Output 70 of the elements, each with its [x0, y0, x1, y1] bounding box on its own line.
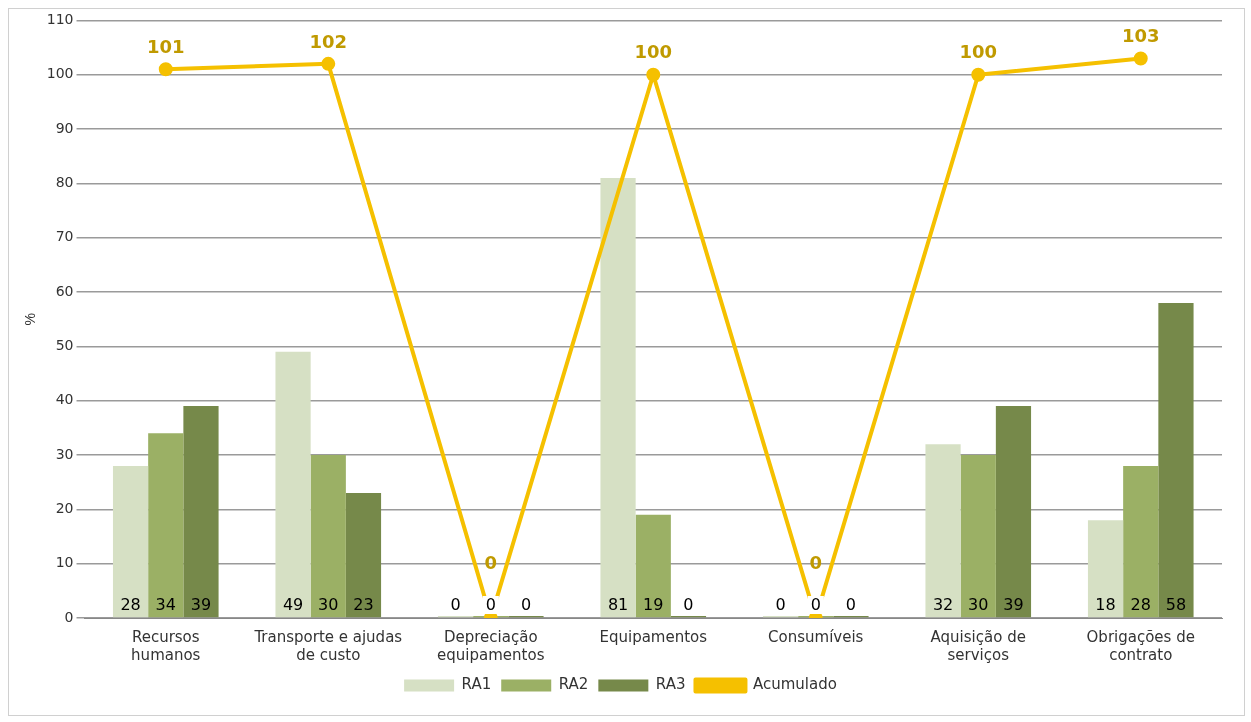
bar — [925, 444, 961, 618]
bar — [112, 465, 149, 618]
y-tick-label: 90 — [55, 119, 74, 136]
data-label: 30 — [318, 595, 339, 615]
data-label: 0 — [484, 551, 498, 573]
data-label: 23 — [353, 595, 374, 615]
data-label: 30 — [968, 595, 989, 615]
point — [158, 62, 173, 77]
bar — [310, 455, 346, 618]
data-label: 58 — [1165, 595, 1187, 615]
legend-label: RA1 — [461, 675, 492, 694]
point — [971, 67, 986, 82]
data-label: 39 — [190, 595, 212, 615]
x-tick-label: Obrigações de contrato — [1086, 627, 1195, 664]
y-tick-label: 50 — [55, 337, 74, 353]
y-tick-label: 100 — [46, 65, 74, 82]
y-tick-label: 30 — [55, 445, 74, 462]
legend-label: RA3 — [655, 675, 686, 694]
data-label: 19 — [643, 595, 664, 615]
point — [646, 67, 661, 82]
bar — [635, 514, 671, 618]
bar — [345, 493, 382, 618]
bar — [1123, 465, 1159, 618]
data-label: 39 — [1003, 595, 1024, 615]
data-label: 100 — [959, 41, 998, 63]
x-tick-label: Depreciação equipamentos — [437, 627, 545, 664]
bar — [275, 351, 311, 618]
point — [1133, 51, 1148, 66]
bar — [1158, 302, 1194, 618]
bar — [183, 406, 219, 618]
y-tick-label: 80 — [55, 174, 74, 191]
x-tick-label: Aquisição de serviços — [930, 627, 1026, 664]
bar — [960, 455, 996, 618]
data-label: 100 — [634, 41, 673, 63]
x-tick-label: Consumíveis — [768, 627, 864, 646]
data-label: 0 — [683, 595, 694, 615]
bar — [995, 406, 1032, 618]
data-label: 0 — [845, 595, 857, 615]
data-label: 32 — [932, 595, 954, 615]
y-tick-label: 110 — [46, 11, 74, 28]
x-tick-label: Transporte e ajudas de custo — [253, 627, 403, 664]
data-label: 18 — [1095, 595, 1116, 615]
x-tick-label: Equipamentos — [599, 627, 708, 646]
y-axis-title: % — [22, 312, 39, 326]
data-label: 101 — [146, 35, 185, 57]
bar — [1087, 520, 1124, 618]
y-tick-label: 20 — [55, 499, 74, 516]
x-tick-label: Recursos humanos — [131, 627, 201, 664]
bar — [148, 433, 184, 618]
data-label: 49 — [282, 595, 304, 615]
y-tick-label: 60 — [55, 282, 74, 299]
data-label: 0 — [810, 595, 821, 615]
y-tick-label: 0 — [64, 608, 74, 625]
data-label: 0 — [809, 551, 823, 573]
data-label: 34 — [155, 595, 176, 615]
legend-label: RA2 — [558, 675, 589, 694]
data-label: 81 — [607, 595, 629, 615]
y-tick-label: 70 — [55, 228, 74, 245]
data-label: 28 — [120, 595, 141, 615]
y-tick-label: 40 — [55, 391, 74, 408]
data-label: 102 — [309, 30, 348, 52]
data-label: 0 — [450, 595, 461, 615]
data-label: 0 — [775, 595, 786, 615]
data-label: 0 — [520, 595, 532, 615]
data-label: 0 — [485, 595, 496, 615]
y-tick-label: 10 — [55, 554, 74, 571]
point — [321, 56, 336, 71]
data-label: 103 — [1121, 25, 1160, 47]
data-label: 28 — [1130, 595, 1151, 615]
legend-label: Acumulado — [752, 675, 837, 694]
